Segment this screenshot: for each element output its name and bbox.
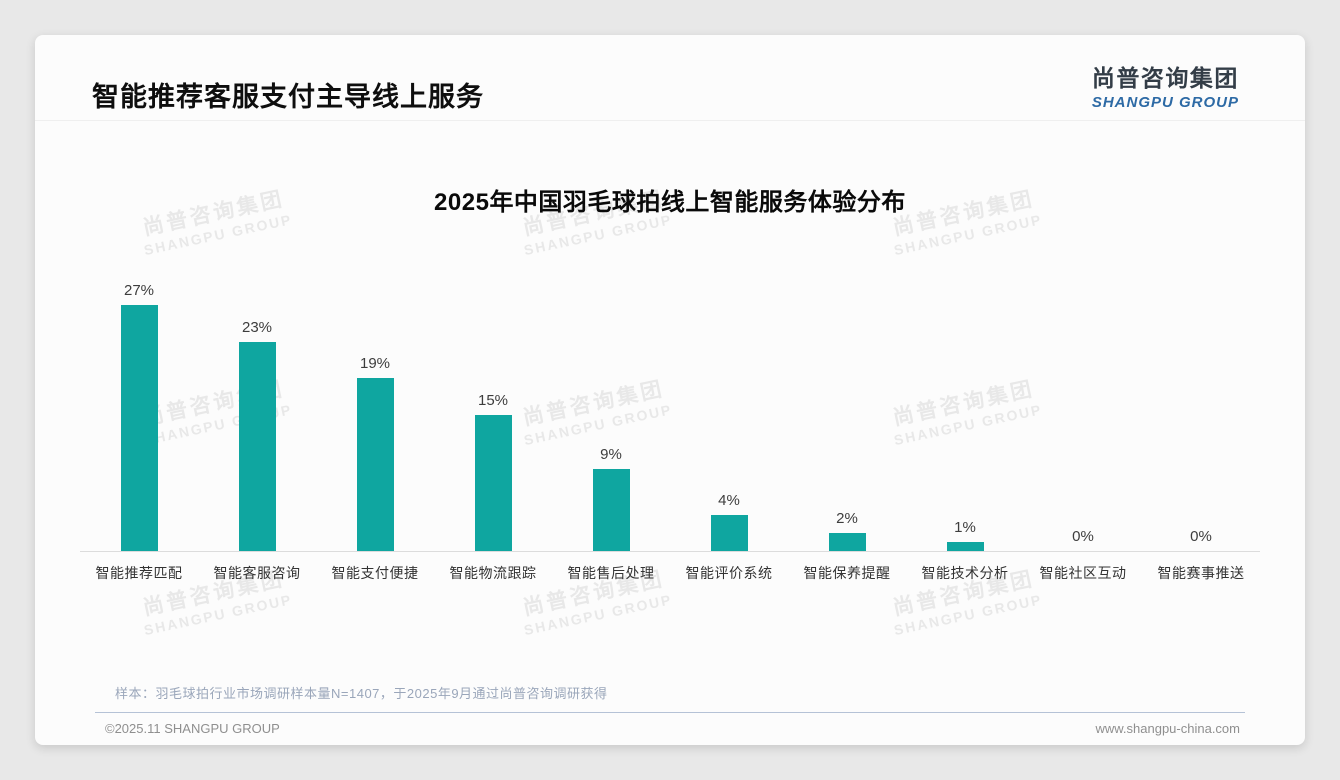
footer-divider (95, 712, 1245, 713)
website-text: www.shangpu-china.com (1095, 721, 1240, 736)
category-row: 智能推荐匹配 智能客服咨询 智能支付便捷 智能物流跟踪 智能售后处理 智能评价系统 智能保养… (80, 563, 1260, 583)
value-label: 2% (836, 509, 858, 527)
logo-english-text: SHANGPU GROUP (1091, 94, 1239, 111)
category-label: 智能保养提醒 (803, 565, 891, 581)
value-label: 19% (359, 355, 391, 373)
bar-column: 19% (316, 265, 434, 551)
bar (356, 378, 394, 551)
category-label: 智能售后处理 (567, 565, 655, 581)
bar-column: 9% (552, 265, 670, 551)
bar (710, 514, 748, 551)
bar (592, 469, 630, 551)
category-label: 智能客服咨询 (213, 565, 301, 581)
bar-column: 27% (80, 265, 198, 551)
value-label: 15% (477, 391, 509, 409)
category-label: 智能社区互动 (1039, 565, 1127, 581)
bar-column: 15% (434, 265, 552, 551)
bar-column: 4% (670, 265, 788, 551)
x-axis-line (80, 551, 1260, 552)
footer: ©2025.11 SHANGPU GROUP www.shangpu-china… (105, 721, 1240, 736)
company-logo: 尚普咨询集团 SHANGPU GROUP (1092, 59, 1239, 111)
value-label: 0% (1190, 528, 1212, 545)
sample-note: 样本：羽毛球拍行业市场调研样本量N=1407，于2025年9月通过尚普咨询调研获… (115, 686, 608, 701)
bar-column: 23% (198, 265, 316, 551)
category-label: 智能评价系统 (685, 565, 773, 581)
bar (946, 541, 984, 551)
value-label: 27% (123, 282, 155, 300)
category-label: 智能物流跟踪 (449, 565, 537, 581)
value-label: 23% (241, 318, 273, 336)
bar-column: 2% (788, 265, 906, 551)
logo-chinese-text: 尚普咨询集团 (1091, 65, 1239, 91)
bar (238, 341, 276, 551)
category-label: 智能赛事推送 (1157, 565, 1245, 581)
bar-column: 0% (1024, 265, 1142, 551)
value-label: 0% (1072, 528, 1094, 545)
bar (474, 414, 512, 551)
category-label: 智能推荐匹配 (95, 565, 183, 581)
chart-title: 2025年中国羽毛球拍线上智能服务体验分布 (434, 189, 906, 216)
category-label: 智能技术分析 (921, 565, 1009, 581)
bar-column: 0% (1142, 265, 1260, 551)
bar (828, 532, 866, 551)
bar (120, 305, 158, 551)
copyright-text: ©2025.11 SHANGPU GROUP (105, 721, 280, 736)
bar-column: 1% (906, 265, 1024, 551)
value-label: 4% (718, 491, 740, 509)
slide-card: 尚普咨询集团 SHANGPU GROUP 尚普咨询集团 SHANGPU GROUP 尚普… (35, 35, 1305, 745)
category-label: 智能支付便捷 (331, 565, 419, 581)
page-title: 智能推荐客服支付主导线上服务 (92, 82, 484, 112)
header: 智能推荐客服支付主导线上服务 尚普咨询集团 SHANGPU GROUP (35, 35, 1305, 121)
bar-chart: 27% 23% 19% 15% 9% 4% 2% 1% 0% 0% (80, 265, 1260, 551)
value-label: 9% (600, 446, 622, 464)
value-label: 1% (954, 518, 976, 536)
